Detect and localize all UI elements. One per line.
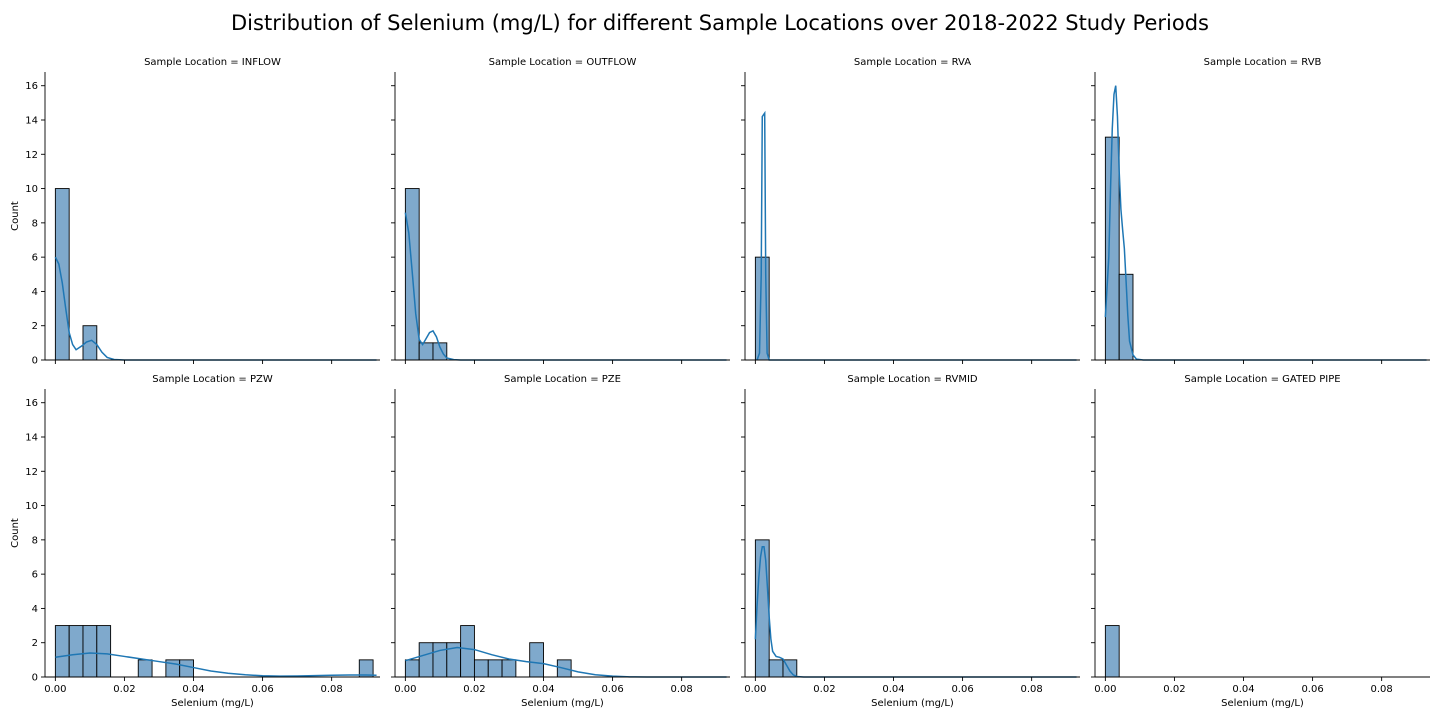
kde-curve (404, 212, 727, 361)
histogram-bar (137, 659, 153, 678)
y-tick-label: 2 (32, 321, 38, 332)
x-tick-label: 0.02 (813, 684, 835, 695)
histogram-bar (460, 625, 475, 678)
x-tick-label: 0.08 (1021, 684, 1043, 695)
x-tick-label: 0.08 (1371, 684, 1393, 695)
histogram-bar (68, 625, 84, 678)
x-tick-label: 0.04 (882, 684, 904, 695)
facet-title: Sample Location = RVMID (847, 374, 978, 385)
x-tick-label: 0.06 (951, 684, 973, 695)
x-tick-label: 0.02 (1163, 684, 1185, 695)
x-tick-label: 0.02 (463, 684, 485, 695)
histogram-bar (404, 659, 420, 678)
y-tick-label: 6 (32, 570, 38, 581)
histogram-bar (529, 642, 544, 678)
histogram-bar (768, 659, 784, 678)
x-tick-label: 0.06 (1301, 684, 1323, 695)
kde-curve (1104, 85, 1427, 361)
y-tick-label: 16 (25, 398, 38, 409)
facet-title: Sample Location = OUTFLOW (489, 57, 637, 68)
facet-panel: Sample Location = PZW 0 2 4 6 8 10 12 14 16 0.00 0.… (10, 374, 380, 709)
x-tick-label: 0.00 (394, 684, 416, 695)
kde-curve (55, 652, 377, 677)
histogram-bar (54, 188, 70, 361)
x-tick-label: 0.02 (113, 684, 135, 695)
y-tick-label: 4 (32, 604, 38, 615)
x-tick-label: 0.06 (251, 684, 273, 695)
y-tick-label: 8 (32, 535, 38, 546)
x-tick-label: 0.08 (321, 684, 343, 695)
y-tick-label: 0 (32, 673, 38, 684)
x-tick-label: 0.06 (601, 684, 623, 695)
y-axis-label: Count (10, 201, 21, 231)
x-tick-label: 0.04 (182, 684, 204, 695)
histogram-bar (82, 625, 98, 678)
y-tick-label: 10 (25, 184, 38, 195)
y-axis-label: Count (10, 518, 21, 548)
facet-panel: Sample Location = OUTFLOW (391, 57, 730, 364)
x-tick-label: 0.00 (1094, 684, 1116, 695)
kde-curve (756, 110, 1077, 361)
histogram-bar (487, 659, 503, 678)
histogram-bar (1104, 625, 1120, 678)
facet-panel: Sample Location = INFLOW 0 2 4 6 8 10 12 14 16 Cou… (10, 57, 380, 367)
histogram-bar (418, 642, 434, 678)
facet-panel: Sample Location = PZE 0.00 0.02 0.04 0.06 0.0… (391, 374, 730, 709)
y-tick-label: 12 (25, 467, 38, 478)
x-axis-label: Selenium (mg/L) (521, 698, 604, 709)
histogram-bar (432, 642, 448, 678)
x-tick-label: 0.04 (1232, 684, 1254, 695)
y-tick-label: 2 (32, 638, 38, 649)
y-tick-label: 16 (25, 81, 38, 92)
figure-title: Distribution of Selenium (mg/L) for diff… (231, 11, 1209, 35)
x-axis-label: Selenium (mg/L) (1221, 698, 1304, 709)
kde-curve (405, 646, 727, 678)
y-tick-label: 10 (25, 501, 38, 512)
histogram-bar (96, 625, 112, 678)
facet-panel: Sample Location = RVB (1091, 57, 1430, 364)
facet-title: Sample Location = RVB (1204, 57, 1322, 68)
facet-title: Sample Location = INFLOW (144, 57, 281, 68)
x-tick-label: 0.00 (744, 684, 766, 695)
kde-curve (54, 256, 377, 361)
y-tick-label: 4 (32, 287, 38, 298)
facet-title: Sample Location = GATED PIPE (1184, 374, 1340, 385)
x-tick-label: 0.04 (532, 684, 554, 695)
x-tick-label: 0.08 (671, 684, 693, 695)
y-tick-label: 0 (32, 356, 38, 367)
kde-curve (754, 545, 1077, 678)
facet-grid: Sample Location = INFLOW 0 2 4 6 8 10 12 14 16 Cou… (10, 57, 1430, 709)
facet-panel: Sample Location = RVA (741, 57, 1080, 364)
x-tick-label: 0.00 (44, 684, 66, 695)
facet-panel: Sample Location = RVMID 0.00 0.02 0.04 0.06 0… (741, 374, 1080, 709)
x-axis-label: Selenium (mg/L) (171, 698, 254, 709)
y-tick-label: 14 (25, 433, 38, 444)
histogram-bar (179, 659, 194, 678)
facet-title: Sample Location = PZE (504, 374, 621, 385)
histogram-bar (418, 342, 434, 361)
histogram-bar (54, 625, 70, 678)
y-tick-label: 6 (32, 253, 38, 264)
facet-panel: Sample Location = GATED PIPE 0.00 0.02 0.04… (1091, 374, 1430, 709)
histogram-bar (473, 659, 489, 678)
facet-title: Sample Location = PZW (152, 374, 273, 385)
y-tick-label: 12 (25, 150, 38, 161)
y-tick-label: 14 (25, 116, 38, 127)
facet-title: Sample Location = RVA (854, 57, 971, 68)
histogram-bar (1104, 136, 1120, 361)
histogram-bar (501, 659, 517, 678)
x-axis-label: Selenium (mg/L) (871, 698, 954, 709)
y-tick-label: 8 (32, 218, 38, 229)
